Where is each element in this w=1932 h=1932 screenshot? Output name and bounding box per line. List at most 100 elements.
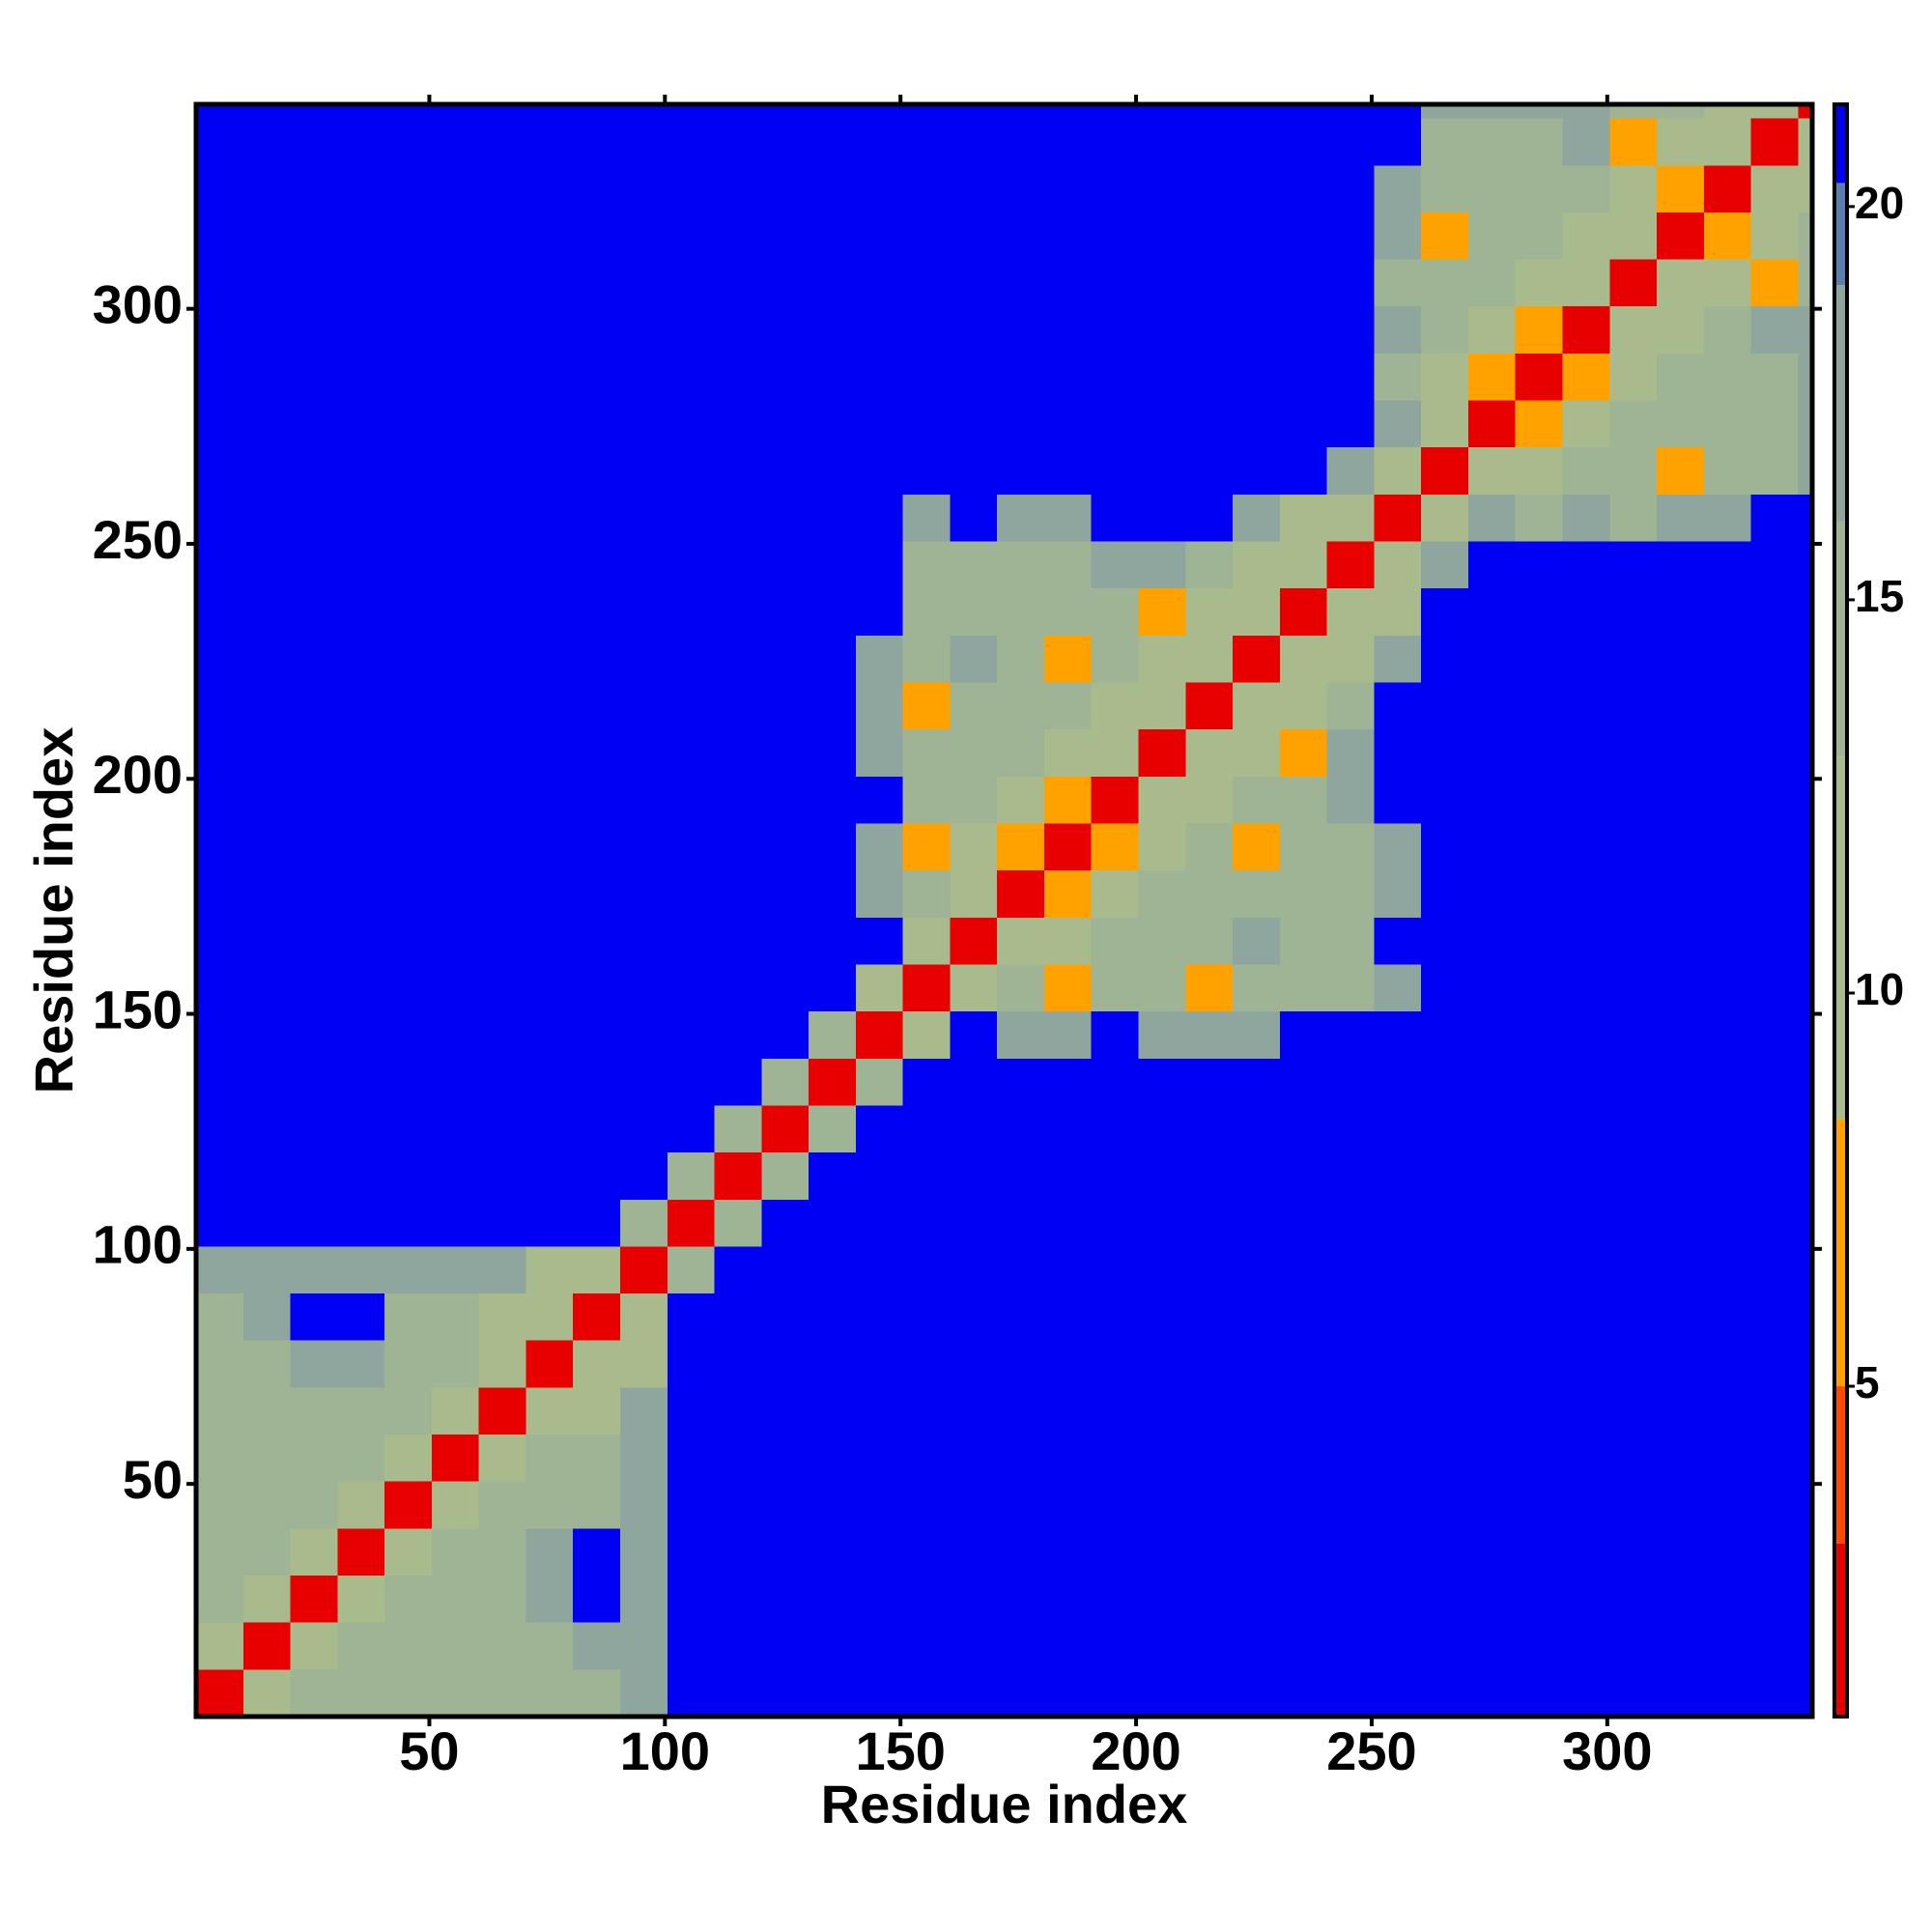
heatmap-cell	[1515, 306, 1563, 354]
heatmap-cell	[902, 870, 951, 918]
heatmap-cell	[855, 1152, 903, 1200]
heatmap-cell	[619, 635, 668, 683]
heatmap-cell	[1562, 776, 1610, 824]
heatmap-cell	[619, 1669, 668, 1717]
heatmap-cell	[290, 306, 338, 354]
heatmap-cell	[1798, 1011, 1812, 1059]
x-tick-label: 300	[1562, 1720, 1652, 1781]
colorbar-band	[1834, 1119, 1847, 1387]
heatmap-cell	[1185, 1011, 1234, 1059]
heatmap-cell	[384, 1340, 432, 1388]
heatmap-cell	[573, 1528, 620, 1577]
heatmap-cell	[526, 682, 574, 730]
heatmap-cell	[1091, 1528, 1139, 1577]
heatmap-cell	[1562, 1528, 1610, 1577]
heatmap-cell	[384, 306, 432, 354]
heatmap-cell	[997, 823, 1044, 871]
heatmap-cell	[902, 259, 951, 307]
heatmap-cell	[1515, 1669, 1563, 1717]
heatmap-cell	[855, 1011, 903, 1059]
heatmap-cell	[1233, 1669, 1280, 1717]
heatmap-cell	[619, 1058, 668, 1106]
heatmap-cell	[526, 104, 574, 119]
heatmap-cell	[1091, 118, 1139, 166]
heatmap-cell	[855, 1622, 903, 1670]
heatmap-cell	[667, 306, 715, 354]
heatmap-cell	[1374, 1105, 1422, 1153]
heatmap-cell	[855, 541, 903, 589]
heatmap-cell	[1562, 212, 1610, 260]
heatmap-cell	[809, 1058, 856, 1106]
heatmap-cell	[714, 400, 762, 448]
heatmap-cell	[526, 729, 574, 777]
heatmap-cell	[619, 1435, 668, 1482]
heatmap-cell	[478, 1199, 526, 1247]
heatmap-cell	[1609, 1293, 1658, 1341]
heatmap-cell	[1374, 1340, 1422, 1388]
heatmap-cell	[950, 1481, 998, 1529]
heatmap-cell	[1043, 635, 1092, 683]
heatmap-cell	[1703, 353, 1751, 401]
heatmap-cell	[1609, 1152, 1658, 1200]
heatmap-cell	[902, 165, 951, 213]
heatmap-cell	[1374, 1669, 1422, 1717]
heatmap-cell	[1233, 447, 1280, 495]
heatmap-cell	[1374, 917, 1422, 965]
heatmap-cell	[1138, 494, 1186, 542]
heatmap-cell	[384, 1246, 432, 1294]
heatmap-cell	[1467, 165, 1516, 213]
heatmap-cell	[1233, 917, 1280, 965]
heatmap-cell	[1515, 259, 1563, 307]
heatmap-cell	[478, 870, 526, 918]
heatmap-cell	[1609, 353, 1658, 401]
heatmap-cell	[1657, 1105, 1704, 1153]
heatmap-cell	[1515, 1576, 1563, 1623]
heatmap-cell	[809, 1011, 856, 1059]
heatmap-cell	[1515, 1435, 1563, 1482]
heatmap-cell	[290, 682, 338, 730]
heatmap-cell	[714, 118, 762, 166]
heatmap-cell	[1798, 870, 1812, 918]
colorbar-tick-label: 10	[1855, 964, 1904, 1014]
heatmap-cell	[809, 635, 856, 683]
heatmap-cell	[337, 494, 385, 542]
heatmap-cell	[1091, 1199, 1139, 1247]
heatmap-cell	[573, 353, 620, 401]
heatmap-cell	[1233, 682, 1280, 730]
heatmap-cell	[950, 1011, 998, 1059]
heatmap-cell	[1750, 964, 1799, 1012]
heatmap-cell	[196, 1622, 243, 1670]
heatmap-cell	[1750, 494, 1799, 542]
heatmap-cell	[1421, 1152, 1468, 1200]
heatmap-cell	[1798, 306, 1812, 354]
heatmap-cell	[290, 1340, 338, 1388]
heatmap-cell	[1326, 682, 1375, 730]
heatmap-cell	[1562, 494, 1610, 542]
heatmap-cell	[1515, 1058, 1563, 1106]
heatmap-cell	[997, 1669, 1044, 1717]
heatmap-cell	[1185, 259, 1234, 307]
heatmap-cell	[950, 823, 998, 871]
heatmap-cell	[1657, 776, 1704, 824]
heatmap-cell	[902, 1246, 951, 1294]
heatmap-cell	[855, 118, 903, 166]
heatmap-cell	[1138, 1528, 1186, 1577]
heatmap-cell	[761, 212, 810, 260]
heatmap-cell	[1138, 870, 1186, 918]
heatmap-cell	[1657, 823, 1704, 871]
heatmap-cell	[242, 1246, 291, 1294]
heatmap-cell	[619, 1576, 668, 1623]
heatmap-cell	[1515, 212, 1563, 260]
heatmap-cell	[431, 1058, 479, 1106]
heatmap-cell	[1374, 494, 1422, 542]
heatmap-cell	[997, 1481, 1044, 1529]
heatmap-cell	[1326, 118, 1375, 166]
heatmap-cell	[290, 917, 338, 965]
heatmap-cell	[1043, 1481, 1092, 1529]
heatmap-cell	[1185, 353, 1234, 401]
heatmap-cell	[1421, 682, 1468, 730]
heatmap-cell	[1326, 447, 1375, 495]
heatmap-cell	[761, 917, 810, 965]
heatmap-cell	[667, 964, 715, 1012]
